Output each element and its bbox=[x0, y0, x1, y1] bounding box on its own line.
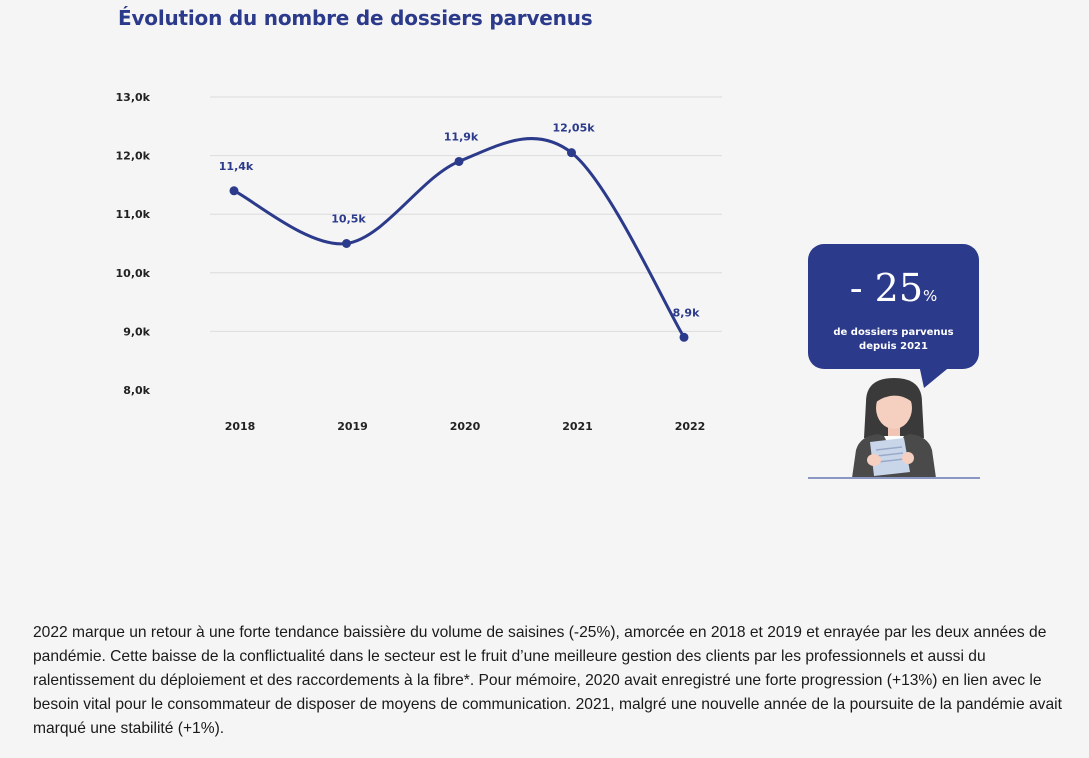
data-point bbox=[567, 148, 576, 158]
line-chart: 13,0k 12,0k 11,0k 10,0k 9,0k 8,0k 2018 2019 2020… bbox=[116, 91, 722, 433]
data-point bbox=[229, 186, 239, 196]
person-holding-document-icon bbox=[808, 378, 980, 479]
y-tick-label: 10,0k bbox=[116, 267, 151, 280]
stat-number: - 25 bbox=[849, 266, 923, 310]
x-tick-label: 2018 bbox=[225, 420, 256, 433]
y-tick-label: 9,0k bbox=[123, 325, 150, 338]
series-line bbox=[232, 137, 686, 339]
stat-caption: de dossiers parvenus depuis 2021 bbox=[833, 327, 954, 352]
analysis-paragraph: 2022 marque un retour à une forte tendan… bbox=[33, 624, 1062, 737]
y-tick-label: 11,0k bbox=[116, 208, 151, 221]
y-tick-label: 12,0k bbox=[116, 150, 151, 163]
data-point bbox=[342, 239, 351, 248]
data-label: 10,5k bbox=[331, 213, 366, 226]
data-label: 11,4k bbox=[219, 160, 254, 173]
y-tick-label: 8,0k bbox=[123, 384, 150, 397]
y-tick-label: 13,0k bbox=[116, 91, 151, 104]
data-label: 8,9k bbox=[673, 306, 700, 319]
x-tick-label: 2020 bbox=[450, 420, 481, 433]
speech-bubble-tail bbox=[918, 360, 958, 388]
stat-value: - 25% bbox=[808, 266, 979, 318]
data-label: 11,9k bbox=[444, 130, 479, 143]
x-tick-label: 2022 bbox=[675, 420, 706, 433]
x-tick-label: 2019 bbox=[337, 420, 368, 433]
data-label: 12,05k bbox=[552, 122, 595, 135]
chart-title: Évolution du nombre de dossiers parvenus bbox=[118, 6, 593, 30]
stat-unit: % bbox=[923, 287, 938, 305]
x-tick-label: 2021 bbox=[562, 420, 593, 433]
stat-callout: - 25% de dossiers parvenus depuis 2021 bbox=[808, 244, 979, 369]
data-point bbox=[679, 332, 689, 342]
data-point bbox=[454, 156, 464, 166]
